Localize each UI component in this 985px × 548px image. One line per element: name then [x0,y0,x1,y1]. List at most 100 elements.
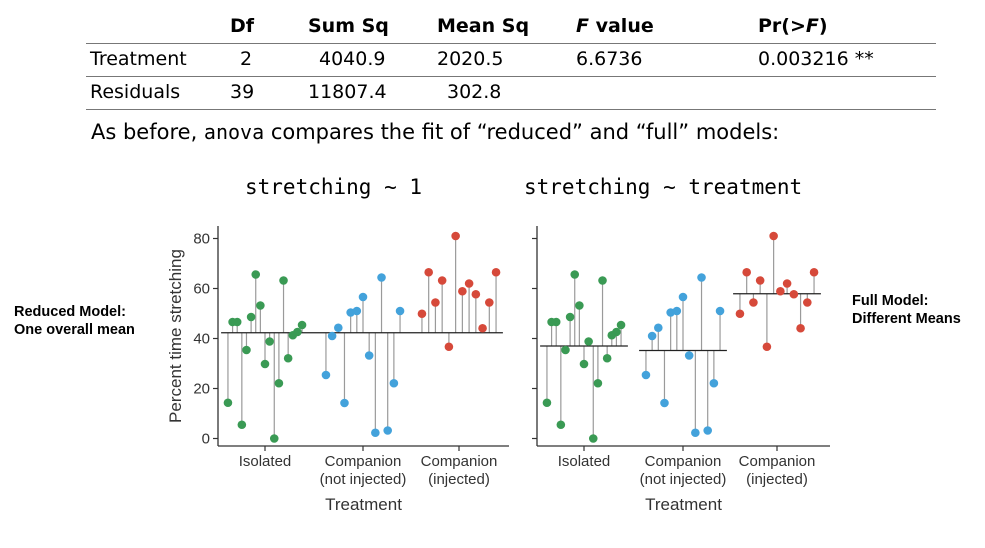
data-point [672,306,682,316]
data-point [561,345,570,355]
data-point [417,309,427,319]
table-row: Treatment 2 4040.9 2020.5 6.6736 0.00321… [86,43,936,76]
data-point [395,306,405,316]
caption-text: As before, [91,120,204,144]
data-point [588,434,598,443]
data-point [796,323,805,333]
data-point [551,317,561,327]
data-point [274,378,284,388]
data-point [684,351,694,360]
data-point [358,292,368,302]
full-model-label-line: Full Model: [852,293,929,309]
x-tick-label: Companion [645,453,722,470]
data-point [593,378,603,388]
data-point [579,359,589,369]
data-point [575,301,584,310]
y-axis-title: Percent time stretching [166,249,185,423]
data-point [703,426,712,435]
x-tick-label: Companion [421,453,498,470]
data-point [565,312,575,322]
data-point [749,298,758,307]
full-model-label-line: Different Means [852,311,961,327]
data-point [776,286,785,296]
reduced-model-title: stretching ~ 1 [245,175,423,199]
data-point [542,398,552,408]
data-point [491,267,501,277]
reduced-model-label-line: Reduced Model: [14,304,126,320]
data-point [297,320,307,330]
x-tick-label: (injected) [746,471,808,488]
data-point [389,378,399,388]
full-model-label: Full Model: Different Means [852,292,961,328]
data-point [755,276,765,285]
data-point [647,331,657,341]
data-point [431,298,440,307]
data-point [660,398,669,408]
y-tick-label: 0 [202,431,210,448]
data-point [383,426,393,435]
data-point [584,337,593,346]
data-point [327,331,337,341]
cell-sum-sq: 11807.4 [308,81,387,103]
data-point [762,342,772,352]
data-point [709,378,719,388]
x-tick-label: (not injected) [640,471,727,488]
data-point [269,434,279,443]
data-point [769,231,778,241]
data-point [570,270,580,279]
table-divider [86,109,936,110]
data-point [803,298,812,307]
row-label: Residuals [90,81,181,103]
cell-mean-sq: 2020.5 [437,48,504,70]
data-point [424,267,433,277]
table-divider [86,43,936,44]
data-point [464,279,474,288]
cell-p-value: 0.003216 ** [758,48,874,70]
x-tick-label: Isolated [558,453,611,470]
reduced-model-label-line: One overall mean [14,322,135,338]
data-point [260,359,270,369]
x-tick-label: (not injected) [320,471,407,488]
header-sum-sq: Sum Sq [308,15,389,37]
header-p-value: Pr(>F) [758,15,828,37]
header-df: Df [230,15,255,37]
data-point [371,428,380,438]
data-point [279,276,288,285]
data-point [265,337,274,346]
data-point [377,273,386,282]
data-point [293,327,302,337]
y-tick-label: 20 [193,381,210,398]
full-model-title: stretching ~ treatment [524,175,803,199]
caption-text: compares the fit of “reduced” and “full”… [264,120,780,144]
table-row: Residuals 39 11807.4 302.8 [86,76,936,109]
header-f-value: F value [576,15,654,37]
table-header-row: Df Sum Sq Mean Sq F value Pr(>F) [86,10,936,43]
header-mean-sq: Mean Sq [437,15,530,37]
data-point [742,267,751,277]
data-point [251,270,261,279]
data-point [340,398,349,408]
data-point [444,342,454,352]
reduced-model-label: Reduced Model: One overall mean [14,303,135,339]
y-tick-label: 40 [193,331,210,348]
x-axis-title: Treatment [645,495,722,514]
caption: As before, anova compares the fit of “re… [91,120,779,144]
x-axis-title: Treatment [325,495,402,514]
data-point [352,306,362,316]
data-point [697,273,706,282]
data-point [612,327,621,337]
data-point [246,312,256,322]
data-point [782,279,792,288]
data-point [364,351,374,360]
caption-code: anova [203,120,265,144]
cell-f-value: 6.6736 [576,48,643,70]
data-point [458,286,467,296]
y-tick-label: 80 [193,231,210,248]
data-point [334,323,343,333]
data-point [437,276,447,285]
data-point [451,231,460,241]
data-point [242,345,251,355]
data-point [641,370,651,380]
data-point [223,398,233,408]
